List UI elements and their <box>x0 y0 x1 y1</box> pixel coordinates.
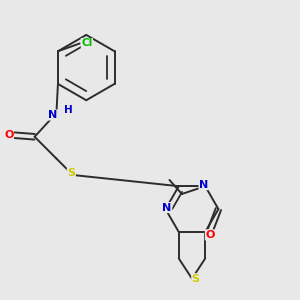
Text: Cl: Cl <box>81 38 92 49</box>
Text: H: H <box>64 105 73 115</box>
Text: S: S <box>67 168 75 178</box>
Text: O: O <box>205 230 215 240</box>
Text: N: N <box>163 202 172 212</box>
Text: S: S <box>192 274 200 284</box>
Text: O: O <box>4 130 14 140</box>
Text: N: N <box>48 110 57 120</box>
Text: N: N <box>199 180 208 190</box>
